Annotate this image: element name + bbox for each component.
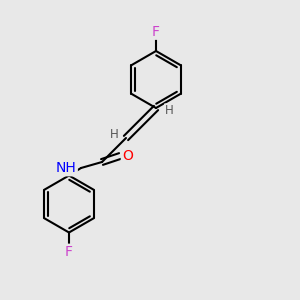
Text: F: F [152, 25, 160, 38]
Text: H: H [165, 104, 174, 118]
Text: NH: NH [56, 161, 76, 175]
Text: H: H [110, 128, 118, 142]
Text: O: O [122, 149, 133, 163]
Text: F: F [65, 245, 73, 259]
